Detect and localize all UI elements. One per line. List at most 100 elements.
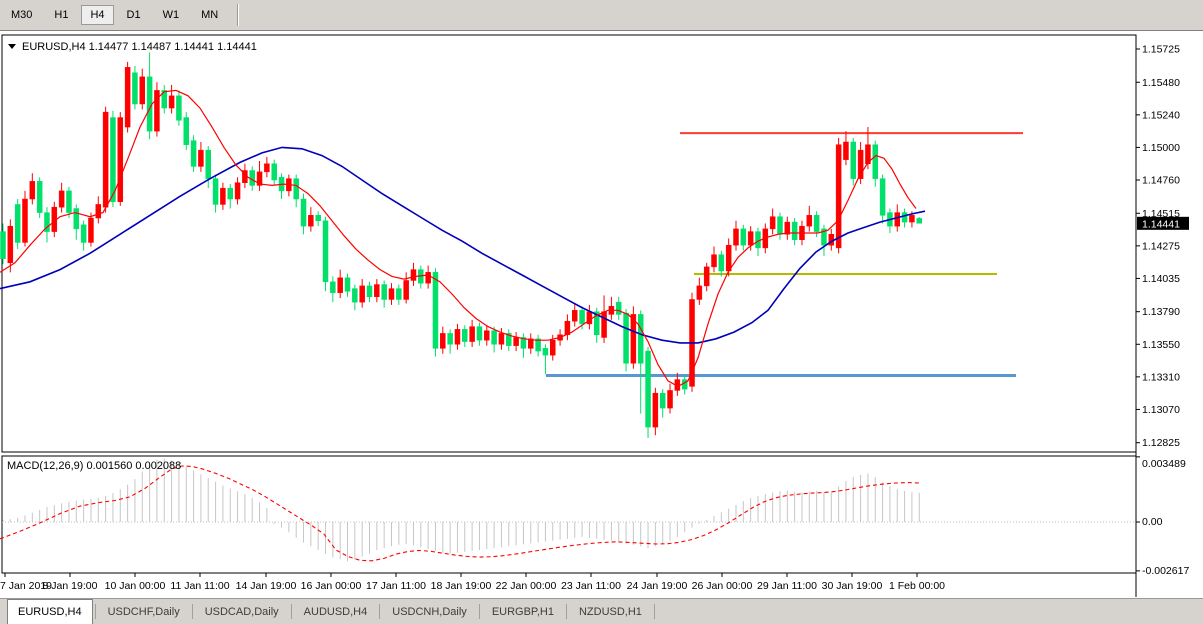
candle [865,144,871,164]
timeframe-toolbar: M30 H1 H4 D1 W1 MN [0,0,1203,31]
time-tick-label: 7 Jan 2019 [0,580,52,592]
symbol-tab-usdcnh[interactable]: USDCNH,Daily [392,605,467,618]
timeframe-button-w1[interactable]: W1 [162,9,180,21]
candle [102,111,109,208]
toolbar-separator [237,4,240,26]
candle [110,117,116,202]
price-tick-label: 1.15000 [1142,142,1180,154]
timeframe-button-d1[interactable]: D1 [126,9,141,21]
price-tick-label: 1.14035 [1142,273,1180,285]
timeframe-button-h4[interactable]: H4 [81,5,114,25]
symbol-tab-eurgbp[interactable]: EURGBP,H1 [491,605,554,618]
price-tick-label: 1.14760 [1142,175,1180,187]
candle [256,171,263,186]
time-tick-label: 23 Jan 11:00 [561,580,621,592]
candle [835,144,842,249]
time-tick-label: 29 Jan 11:00 [757,580,817,592]
candle [645,350,651,428]
time-tick-label: 26 Jan 00:00 [692,580,753,592]
candle [637,314,644,364]
candles-group [0,52,922,438]
candle [352,288,358,303]
macd-tick-label: 0.003489 [1142,458,1186,470]
chart-context-arrow-icon[interactable] [8,44,16,49]
candle [615,301,622,315]
candle [154,90,160,132]
candle [454,329,461,345]
slow-ma-line [0,146,926,344]
candle [476,326,483,341]
price-tick-label: 1.12825 [1142,437,1180,449]
symbol-tab-usdchf[interactable]: USDCHF,Daily [107,605,180,618]
symbol-tab-audusd[interactable]: AUDUSD,H4 [303,605,368,618]
candle [410,269,417,281]
chart-canvas[interactable]: 1.15725 1.15480 1.15240 1.15000 1.14760 1.145… [0,31,1203,599]
price-tick-label: 1.13790 [1142,306,1180,318]
tab-separator [191,604,193,619]
candle [322,220,329,283]
time-tick-label: 22 Jan 00:00 [496,580,557,592]
symbol-tabbar: EURUSD,H4 USDCHF,Daily USDCAD,Daily AUDUSD,… [0,598,1203,624]
main-chart-panel[interactable] [1,34,1137,453]
candle [550,339,556,356]
candle [366,285,373,298]
candle [315,215,321,221]
candle [909,215,915,223]
tab-separator [379,604,381,619]
timeframe-button-m30[interactable]: M30 [11,9,33,21]
tab-separator [290,604,292,619]
candle [659,392,666,409]
candle [535,338,541,352]
price-tick-label: 1.14515 [1142,208,1180,220]
candle [520,337,527,349]
candle [337,277,343,293]
candle [124,67,131,128]
candle [652,392,659,428]
symbol-tab-usdcad[interactable]: USDCAD,Daily [204,605,279,618]
time-tick-label: 11 Jan 11:00 [170,580,229,592]
price-tick-label: 1.13070 [1142,404,1180,416]
macd-tick-label: -0.002617 [1142,565,1189,577]
symbol-tab-eurusd[interactable]: EURUSD,H4 [7,599,93,624]
candle [843,141,849,160]
candle [513,337,519,346]
candle [696,285,703,300]
candle [0,231,6,259]
candle [806,215,813,227]
candle [894,212,901,227]
candle [381,284,387,300]
candle [330,281,336,293]
candle [506,333,512,346]
candle [703,266,710,287]
candle [234,182,241,200]
candle [601,311,607,338]
timeframe-button-h1[interactable]: H1 [54,9,69,21]
candle [212,178,219,205]
price-tick-label: 1.14275 [1142,240,1180,252]
candle [22,198,28,243]
candle [271,163,277,181]
candle [139,76,146,105]
candle [623,312,629,364]
tab-separator [565,604,567,619]
macd-panel[interactable] [1,455,1137,574]
price-tick-label: 1.13310 [1142,371,1180,383]
candle [359,285,365,303]
candle [571,310,578,322]
candle [36,181,43,213]
candle [821,228,827,246]
candle [491,330,497,345]
time-tick-label: 16 Jan 00:00 [301,580,362,592]
candle [542,348,549,356]
candle [777,216,783,235]
macd-signal-line [0,465,920,562]
candle [740,228,747,246]
candle [667,390,673,409]
tab-separator [653,604,655,619]
candle [344,277,351,292]
candle [630,314,637,364]
symbol-tab-nzdusd[interactable]: NZDUSD,H1 [578,605,642,618]
price-tick-label: 1.15240 [1142,109,1180,121]
timeframe-button-mn[interactable]: MN [201,9,219,21]
current-price-value: 1.14441 [1142,218,1180,230]
